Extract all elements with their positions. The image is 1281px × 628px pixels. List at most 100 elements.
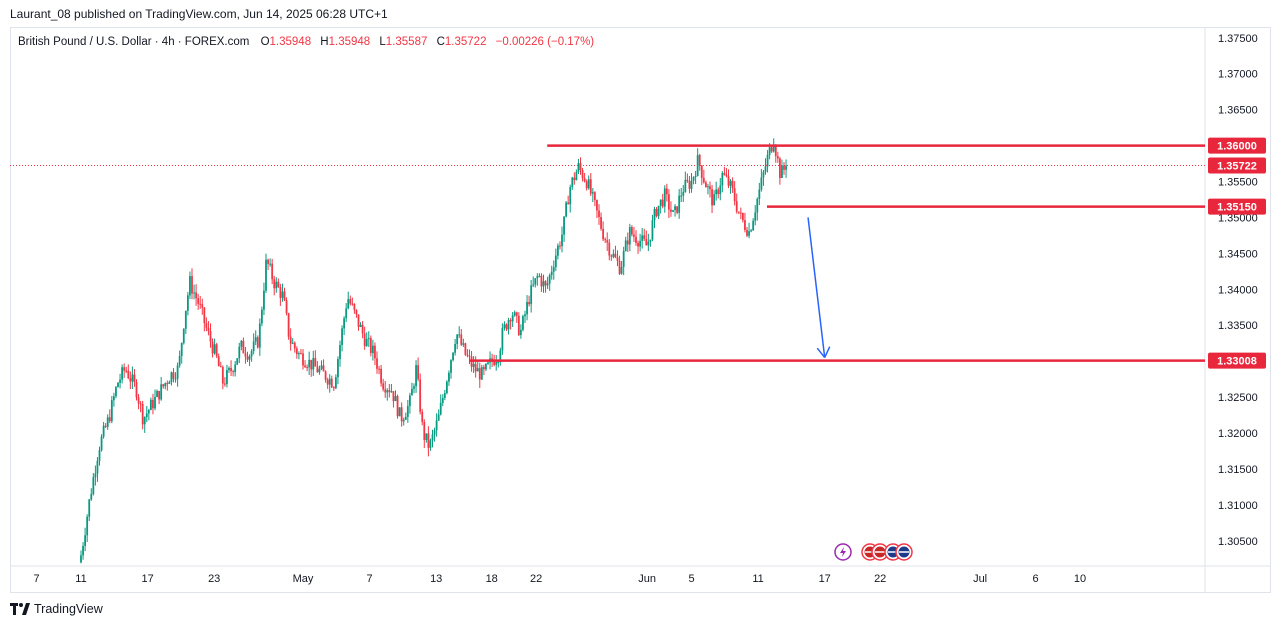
candle-body — [760, 177, 763, 190]
candle-body — [351, 303, 354, 305]
y-tick-label: 1.34000 — [1218, 284, 1258, 296]
candle-body — [604, 239, 607, 241]
candle-body — [630, 227, 633, 235]
x-tick-label: 11 — [752, 573, 763, 585]
candle-body — [371, 345, 374, 354]
candle-body — [756, 198, 759, 213]
candle-body — [610, 255, 613, 257]
candle-body — [304, 365, 306, 368]
x-tick-label: 17 — [819, 573, 831, 585]
chart-frame[interactable] — [10, 27, 1271, 593]
candle-body — [170, 372, 173, 382]
open-value: 1.35948 — [269, 36, 312, 48]
candle-body — [542, 281, 545, 287]
candle-body — [246, 356, 249, 360]
candle-body — [127, 370, 130, 379]
candle-body — [82, 545, 84, 556]
candle-body — [145, 413, 148, 418]
level-price-tag-bg — [1208, 137, 1266, 154]
candle-body — [275, 281, 278, 289]
candle-body — [357, 314, 360, 327]
candle-body — [686, 179, 689, 182]
candle-body — [115, 387, 117, 397]
candle-body — [217, 356, 220, 367]
y-tick-label: 1.35000 — [1218, 212, 1258, 224]
candle-body — [178, 355, 181, 366]
candle-body — [731, 180, 734, 189]
candle-body — [310, 359, 313, 370]
tradingview-logo[interactable]: TradingView — [10, 602, 103, 616]
candle-body — [365, 338, 368, 347]
candle-body — [156, 390, 158, 397]
candle-body — [363, 333, 366, 347]
candle-body — [567, 202, 570, 205]
candle-body — [569, 187, 572, 205]
tradingview-brand: TradingView — [34, 602, 103, 616]
candle-body — [530, 285, 533, 305]
candle-body — [263, 290, 265, 310]
candle-body — [402, 419, 405, 422]
candle-body — [616, 257, 619, 261]
candle-body — [762, 171, 765, 178]
y-tick-label: 1.36500 — [1218, 105, 1258, 117]
candle-body — [770, 147, 773, 152]
candle-body — [330, 378, 333, 388]
candle-body — [104, 425, 107, 427]
candle-body — [439, 402, 442, 415]
candle-body — [234, 364, 237, 373]
candle-body — [719, 185, 722, 195]
candle-body — [184, 310, 187, 329]
candle-body — [203, 307, 206, 323]
candle-body — [314, 358, 317, 367]
candle-body — [160, 384, 163, 400]
candle-body — [641, 235, 644, 241]
candle-body — [80, 555, 82, 563]
candle-body — [499, 350, 502, 362]
candle-body — [168, 381, 171, 384]
level-price-tag: 1.33008 — [1217, 356, 1257, 368]
candle-body — [125, 370, 128, 372]
x-tick-label: 11 — [75, 573, 86, 585]
candle-body — [513, 312, 516, 316]
candle-body — [614, 253, 617, 258]
candle-body — [162, 384, 165, 387]
candle-body — [768, 147, 771, 155]
candle-body — [228, 367, 230, 371]
candle-body — [121, 367, 124, 380]
candle-body — [207, 327, 210, 331]
x-tick-label: 7 — [367, 573, 373, 585]
candle-body — [326, 379, 329, 385]
candle-body — [635, 236, 637, 243]
x-tick-label: May — [293, 573, 314, 585]
candle-body — [215, 344, 218, 357]
candle-body — [149, 399, 152, 410]
candle-body — [291, 342, 294, 344]
candle-body — [758, 189, 761, 199]
x-tick-label: 18 — [486, 573, 498, 585]
low-label: L — [379, 36, 386, 48]
candle-body — [417, 365, 420, 380]
close-label: C — [436, 36, 445, 48]
candle-body — [690, 180, 693, 189]
candle-body — [195, 292, 198, 299]
candle-body — [754, 212, 757, 221]
candle-body — [659, 199, 662, 206]
candle-body — [406, 406, 409, 417]
candle-body — [378, 368, 380, 370]
candle-body — [302, 353, 304, 366]
level-price-tag-bg — [1208, 352, 1266, 369]
candle-body — [702, 177, 705, 183]
symbol-title[interactable]: British Pound / U.S. Dollar · 4h · FOREX… — [18, 36, 250, 48]
candle-body — [376, 358, 378, 369]
candle-body — [694, 175, 697, 178]
x-tick-label: 6 — [1033, 573, 1039, 585]
candle-body — [197, 298, 200, 304]
event-markers — [834, 543, 913, 561]
candle-body — [388, 390, 391, 393]
candle-body — [639, 240, 642, 247]
candle-body — [98, 450, 101, 461]
candle-body — [452, 352, 454, 361]
candle-body — [238, 346, 241, 359]
y-tick-label: 1.30500 — [1218, 536, 1258, 548]
